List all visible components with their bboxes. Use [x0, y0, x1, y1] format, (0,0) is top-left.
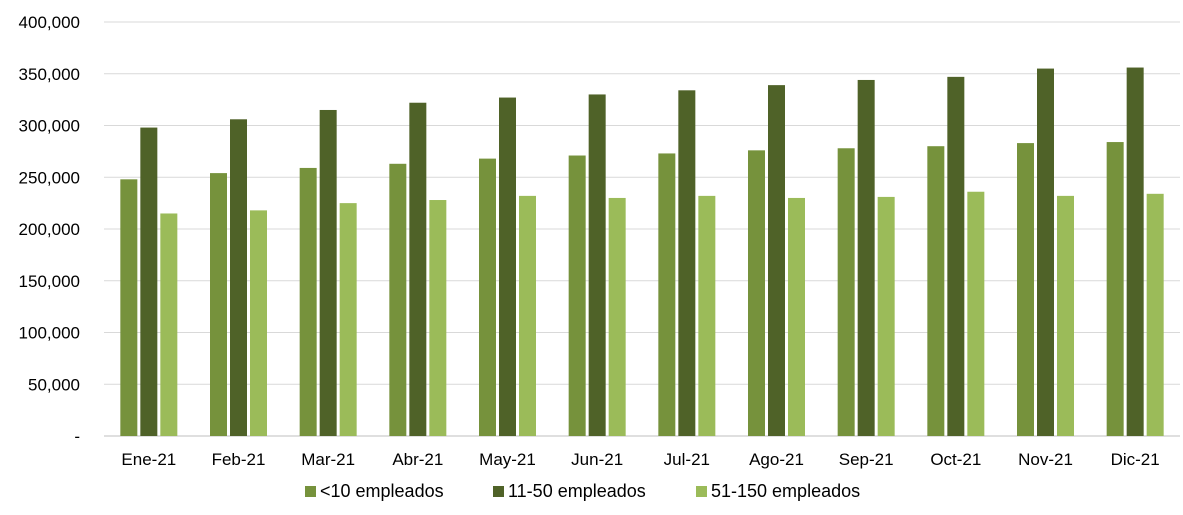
bar-3-mar-21: [339, 203, 357, 436]
x-tick-label: May-21: [479, 450, 536, 469]
y-tick-label: 400,000: [19, 13, 80, 32]
bar-3-sep-21: [877, 196, 895, 436]
bar-1-abr-21: [389, 163, 407, 437]
bar-2-may-21: [499, 97, 516, 437]
x-tick-label: Ago-21: [749, 450, 804, 469]
x-axis-tick-labels: Ene-21 Feb-21 Mar-21 Abr-21 May-21 Jun-21 Jul-…: [121, 450, 1159, 469]
x-tick-label: Abr-21: [392, 450, 443, 469]
bar-2-nov-21: [1037, 68, 1054, 436]
bar-1-jul-21: [658, 153, 676, 436]
bar-1-ene-21: [120, 179, 138, 436]
bar-2-sep-21: [857, 79, 875, 437]
bar-2-abr-21: [409, 102, 427, 436]
bar-1-oct-21: [927, 146, 945, 436]
bar-3-may-21: [519, 195, 536, 436]
bar-3-nov-21: [1057, 195, 1074, 436]
bar-2-jun-21: [588, 94, 606, 436]
bar-3-jun-21: [608, 197, 626, 436]
legend-label-2: 11-50 empleados: [508, 481, 646, 501]
bar-2-ago-21: [768, 85, 785, 436]
y-tick-label: 100,000: [19, 324, 80, 343]
bar-3-oct-21: [967, 191, 985, 436]
bar-3-jul-21: [698, 195, 716, 436]
legend-swatch-3: [696, 486, 707, 497]
legend-label-1: <10 empleados: [320, 481, 444, 501]
bar-2-dic-21: [1126, 67, 1144, 436]
bar-2-oct-21: [947, 76, 965, 436]
x-tick-label: Dic-21: [1111, 450, 1160, 469]
bar-1-dic-21: [1106, 142, 1124, 436]
bar-1-may-21: [479, 158, 496, 436]
y-axis-tick-labels: - 50,000 100,000 150,000 200,000 250,000 300,0…: [19, 13, 80, 446]
y-tick-label: 300,000: [19, 117, 80, 136]
x-tick-label: Oct-21: [930, 450, 981, 469]
bar-2-ene-21: [140, 127, 158, 436]
y-tick-label: -: [74, 427, 80, 446]
bar-1-mar-21: [299, 167, 317, 436]
x-tick-label: Feb-21: [212, 450, 266, 469]
bar-1-jun-21: [568, 155, 586, 436]
y-tick-label: 50,000: [28, 375, 80, 394]
x-tick-label: Mar-21: [301, 450, 355, 469]
bar-3-ene-21: [160, 213, 178, 436]
bar-1-ago-21: [748, 150, 765, 436]
bar-3-ago-21: [788, 197, 805, 436]
x-tick-label: Jun-21: [571, 450, 623, 469]
bar-3-feb-21: [250, 210, 267, 436]
x-tick-label: Jul-21: [664, 450, 710, 469]
x-tick-label: Nov-21: [1018, 450, 1073, 469]
y-tick-label: 200,000: [19, 220, 80, 239]
y-tick-label: 150,000: [19, 272, 80, 291]
bar-2-mar-21: [319, 109, 337, 436]
legend: <10 empleados 11-50 empleados 51-150 emple…: [305, 481, 860, 501]
x-tick-label: Sep-21: [839, 450, 894, 469]
bar-1-sep-21: [837, 148, 855, 436]
y-tick-label: 250,000: [19, 168, 80, 187]
bar-1-nov-21: [1017, 143, 1034, 436]
legend-swatch-2: [493, 486, 504, 497]
legend-label-3: 51-150 empleados: [711, 481, 860, 501]
bars: [120, 67, 1164, 437]
x-tick-label: Ene-21: [121, 450, 176, 469]
bar-2-feb-21: [230, 119, 247, 436]
bar-3-dic-21: [1146, 193, 1164, 436]
legend-swatch-1: [305, 486, 316, 497]
bar-2-jul-21: [678, 90, 696, 436]
gridlines: [104, 21, 1180, 437]
bar-1-feb-21: [210, 173, 227, 437]
bar-3-abr-21: [429, 200, 447, 436]
y-tick-label: 350,000: [19, 65, 80, 84]
